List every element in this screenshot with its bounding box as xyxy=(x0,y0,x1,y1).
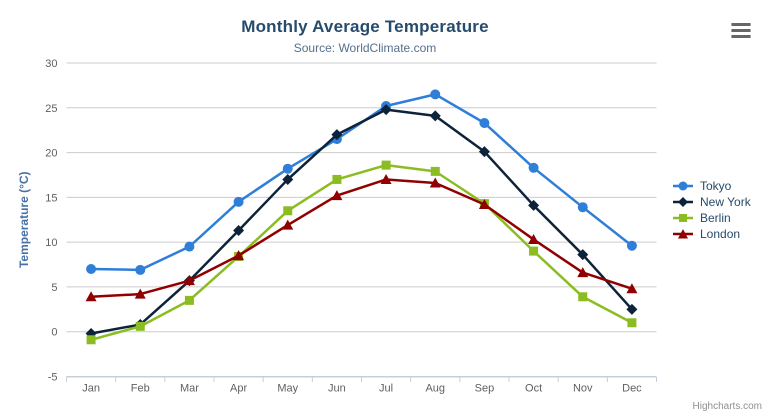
data-point-london-Jul[interactable] xyxy=(380,173,392,184)
data-point-berlin-Oct[interactable] xyxy=(529,246,539,256)
x-tick-label: Jun xyxy=(328,383,346,395)
y-tick-label: 25 xyxy=(45,103,57,115)
legend-label: New York xyxy=(700,195,751,209)
data-point-berlin-Aug[interactable] xyxy=(430,166,440,176)
y-tick-label: 15 xyxy=(45,192,57,204)
data-point-tokyo-Apr[interactable] xyxy=(233,196,244,207)
data-point-london-Feb[interactable] xyxy=(134,288,146,299)
data-point-london-Jun[interactable] xyxy=(331,190,343,201)
series-line-berlin[interactable] xyxy=(89,163,634,342)
legend-marker-triangle-icon xyxy=(673,229,693,239)
data-point-london-Nov[interactable] xyxy=(577,267,589,278)
chart-legend: Tokyo New York Berlin London xyxy=(672,178,751,242)
y-tick-label: 0 xyxy=(51,327,57,339)
data-point-tokyo-Jan[interactable] xyxy=(86,264,97,275)
y-axis-title: Temperature (°C) xyxy=(17,171,31,268)
x-tick-label: Jul xyxy=(379,383,393,395)
data-point-tokyo-Dec[interactable] xyxy=(626,240,637,251)
legend-item-london[interactable]: London xyxy=(672,226,751,242)
x-tick-label: Dec xyxy=(622,383,642,395)
data-point-new-york-Nov[interactable] xyxy=(577,249,589,261)
data-point-berlin-Mar[interactable] xyxy=(184,295,194,305)
data-point-london-Mar[interactable] xyxy=(183,275,195,286)
x-tick-label: Apr xyxy=(230,383,247,395)
data-point-new-york-Jul[interactable] xyxy=(380,104,392,116)
data-point-new-york-Jun[interactable] xyxy=(331,129,343,141)
data-point-london-Aug[interactable] xyxy=(429,177,441,188)
x-tick-label: Mar xyxy=(180,383,199,395)
x-tick-label: Oct xyxy=(525,383,542,395)
data-point-tokyo-May[interactable] xyxy=(282,163,293,174)
data-point-berlin-Nov[interactable] xyxy=(578,292,588,302)
legend-marker-diamond-icon xyxy=(673,197,693,207)
data-point-new-york-May[interactable] xyxy=(282,173,294,185)
data-point-berlin-May[interactable] xyxy=(283,206,293,216)
y-tick-label: 20 xyxy=(45,148,57,160)
legend-marker-circle-icon xyxy=(673,181,693,191)
data-point-new-york-Sep[interactable] xyxy=(478,146,490,158)
x-tick-label: May xyxy=(277,383,298,395)
legend-label: Berlin xyxy=(700,211,731,225)
y-tick-label: -5 xyxy=(48,372,58,384)
y-tick-label: 5 xyxy=(51,282,57,294)
x-tick-label: Sep xyxy=(475,383,495,395)
data-point-new-york-Dec[interactable] xyxy=(626,303,638,315)
data-point-london-Jan[interactable] xyxy=(85,291,97,302)
data-point-new-york-Apr[interactable] xyxy=(233,224,245,236)
data-point-london-Oct[interactable] xyxy=(528,233,540,244)
data-point-tokyo-Nov[interactable] xyxy=(577,202,588,213)
x-tick-label: Nov xyxy=(573,383,593,395)
export-menu-icon[interactable] xyxy=(731,23,751,38)
legend-item-tokyo[interactable]: Tokyo xyxy=(672,178,751,194)
series-line-london[interactable] xyxy=(89,178,634,299)
series-line-new-york[interactable] xyxy=(89,108,634,335)
data-point-tokyo-Feb[interactable] xyxy=(135,264,146,275)
x-tick-label: Feb xyxy=(131,383,150,395)
data-point-berlin-Jul[interactable] xyxy=(381,160,391,170)
legend-item-berlin[interactable]: Berlin xyxy=(672,210,751,226)
data-point-london-Apr[interactable] xyxy=(233,250,245,261)
legend-label: Tokyo xyxy=(700,179,732,193)
data-point-berlin-Feb[interactable] xyxy=(135,321,145,331)
data-point-berlin-Dec[interactable] xyxy=(627,318,637,328)
x-tick-label: Aug xyxy=(425,383,445,395)
data-point-new-york-Oct[interactable] xyxy=(528,199,540,211)
data-point-new-york-Aug[interactable] xyxy=(429,110,441,122)
x-tick-label: Jan xyxy=(82,383,100,395)
legend-item-new-york[interactable]: New York xyxy=(672,194,751,210)
data-point-london-Dec[interactable] xyxy=(626,283,638,294)
y-tick-label: 30 xyxy=(45,58,57,70)
data-point-london-May[interactable] xyxy=(282,219,294,230)
y-tick-label: 10 xyxy=(45,237,57,249)
credits-link[interactable]: Highcharts.com xyxy=(692,401,762,412)
data-point-berlin-Jan[interactable] xyxy=(86,335,96,345)
data-point-london-Sep[interactable] xyxy=(478,199,490,210)
legend-marker-square-icon xyxy=(673,214,693,222)
data-point-tokyo-Oct[interactable] xyxy=(528,162,539,173)
data-point-tokyo-Aug[interactable] xyxy=(430,89,441,100)
data-point-berlin-Jun[interactable] xyxy=(332,174,342,184)
data-point-tokyo-Mar[interactable] xyxy=(184,241,195,252)
data-point-tokyo-Sep[interactable] xyxy=(479,118,490,129)
series-line-tokyo[interactable] xyxy=(89,93,634,272)
legend-label: London xyxy=(700,227,741,241)
